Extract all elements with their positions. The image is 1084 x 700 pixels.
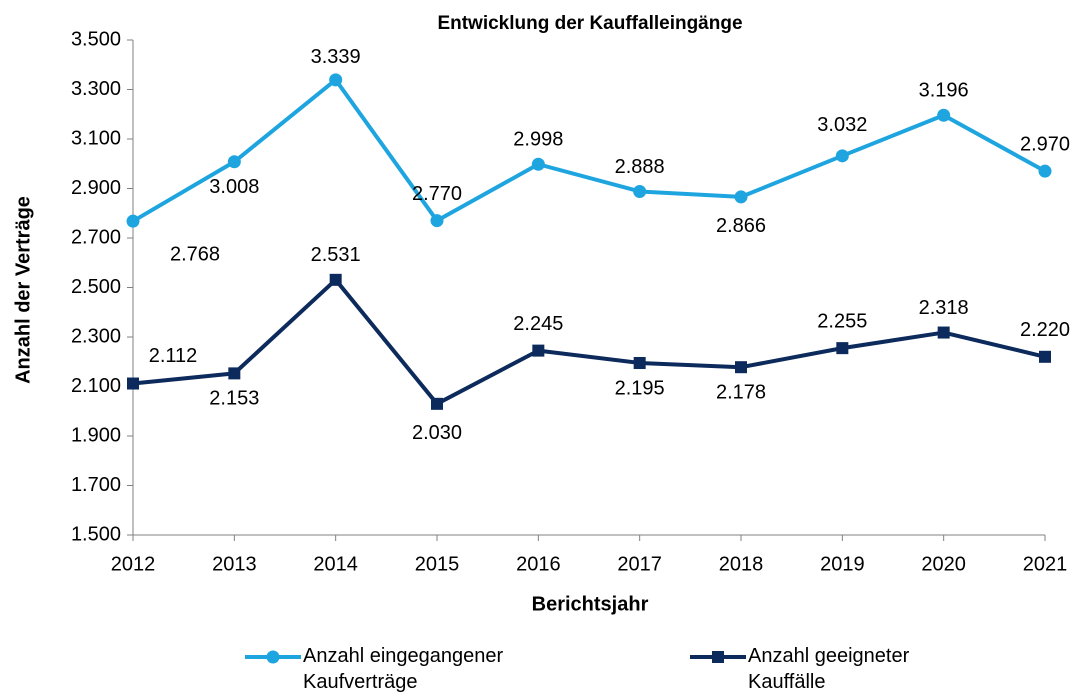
y-tick-label: 1.900 xyxy=(71,424,121,446)
point xyxy=(836,342,849,355)
legend-label: Anzahl geeigneter Kauffälle xyxy=(748,645,910,693)
x-tick-label: 2016 xyxy=(516,553,561,575)
x-tick-label: 2021 xyxy=(1023,553,1068,575)
y-tick-label: 2.300 xyxy=(71,325,121,347)
x-axis-label: Berichtsjahr xyxy=(532,593,649,615)
x-tick-label: 2018 xyxy=(719,553,764,575)
point xyxy=(430,214,444,228)
x-tick-label: 2017 xyxy=(617,553,662,575)
y-axis-label: Anzahl der Verträge xyxy=(12,196,34,384)
point xyxy=(735,361,747,374)
y-tick-label: 2.500 xyxy=(71,276,121,298)
data-label: 2.245 xyxy=(513,313,563,335)
chart-title: Entwicklung der Kauffalleingänge xyxy=(437,13,742,34)
data-label: 2.153 xyxy=(209,388,259,410)
point xyxy=(937,108,951,122)
y-tick-label: 3.100 xyxy=(71,127,121,149)
point xyxy=(532,344,545,357)
y-tick-label: 2.900 xyxy=(71,177,121,199)
point xyxy=(227,155,241,169)
legend-marker xyxy=(266,650,280,664)
y-tick-label: 2.100 xyxy=(71,375,121,397)
data-label: 2.220 xyxy=(1020,319,1070,341)
point xyxy=(937,326,950,339)
series-line xyxy=(132,277,1046,406)
series-line xyxy=(131,77,1046,223)
x-tick-label: 2014 xyxy=(313,553,358,575)
point xyxy=(431,397,443,410)
point xyxy=(329,73,343,87)
data-label: 3.196 xyxy=(919,80,969,102)
x-tick-label: 2015 xyxy=(415,553,460,575)
y-tick-label: 1.700 xyxy=(71,474,121,496)
data-label: 2.768 xyxy=(170,243,220,265)
point xyxy=(835,149,849,163)
data-label: 3.008 xyxy=(209,176,259,198)
data-label: 2.030 xyxy=(412,422,462,444)
point xyxy=(329,273,342,286)
point xyxy=(1039,350,1051,363)
data-label: 2.318 xyxy=(919,297,969,319)
point xyxy=(228,367,241,380)
data-label: 2.888 xyxy=(615,156,665,178)
data-label: 2.970 xyxy=(1020,133,1070,155)
legend-marker xyxy=(712,651,724,663)
point xyxy=(127,377,139,390)
x-tick-label: 2020 xyxy=(921,553,966,575)
y-tick-label: 3.500 xyxy=(71,28,121,50)
y-tick-label: 1.500 xyxy=(71,523,121,545)
y-tick-label: 3.300 xyxy=(71,78,121,100)
data-label: 3.339 xyxy=(311,46,361,68)
point xyxy=(1038,164,1052,178)
point xyxy=(734,190,748,204)
point xyxy=(633,184,647,198)
x-tick-label: 2012 xyxy=(111,553,156,575)
data-label: 2.531 xyxy=(311,244,361,266)
data-label: 2.112 xyxy=(149,345,198,367)
data-label: 2.998 xyxy=(513,129,563,151)
x-tick-label: 2013 xyxy=(212,553,257,575)
data-label: 2.195 xyxy=(615,377,665,399)
x-tick-label: 2019 xyxy=(820,553,865,575)
data-label: 2.770 xyxy=(412,183,462,205)
y-tick-label: 2.700 xyxy=(71,226,121,248)
legend-label: Anzahl eingegangener Kaufverträge xyxy=(303,645,504,693)
point xyxy=(633,356,646,369)
data-label: 2.178 xyxy=(716,381,766,403)
data-label: 2.866 xyxy=(716,215,766,237)
data-label: 2.255 xyxy=(817,310,867,332)
point xyxy=(126,214,140,228)
point xyxy=(531,157,545,171)
data-label: 3.032 xyxy=(817,114,867,136)
